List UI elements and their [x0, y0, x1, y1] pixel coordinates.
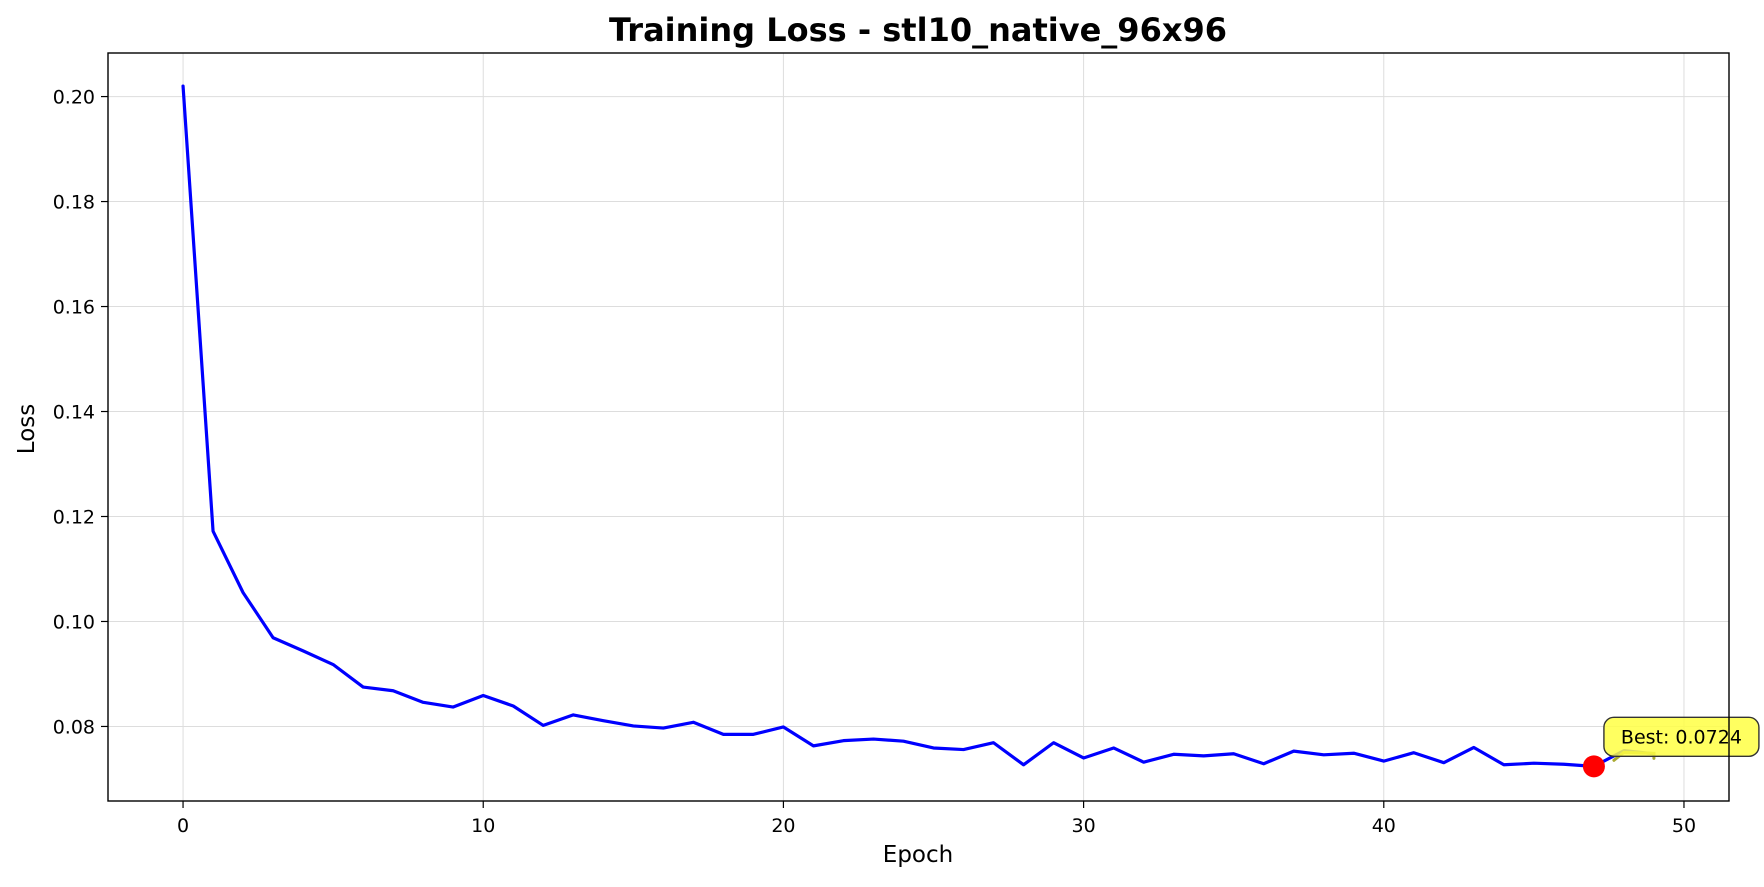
y-axis-label: Loss	[14, 404, 40, 454]
x-axis-label: Epoch	[883, 842, 953, 868]
y-tick-label: 0.10	[53, 611, 95, 633]
y-tick-label: 0.20	[53, 87, 95, 109]
x-tick-label: 50	[1672, 815, 1696, 837]
y-tick-label: 0.14	[53, 402, 95, 424]
x-tick-label: 40	[1372, 815, 1396, 837]
best-point-marker	[1582, 755, 1605, 778]
x-tick-label: 0	[177, 815, 189, 837]
x-tick-label: 30	[1072, 815, 1096, 837]
loss-line	[181, 84, 1656, 768]
x-tick-label: 10	[471, 815, 495, 837]
plot-frame	[107, 52, 1730, 802]
y-tick-label: 0.08	[53, 716, 95, 738]
ticks-layer: 0 10 20 30 40 50 0.08 0.10 0.12 0.14 0.16 0.18 0.20	[53, 87, 1696, 837]
grid-layer	[108, 53, 1729, 801]
annotation-layer: Best: 0.0724	[1582, 716, 1760, 778]
y-tick-label: 0.16	[53, 297, 95, 319]
x-tick-label: 20	[771, 815, 795, 837]
y-tick-label: 0.12	[53, 506, 95, 528]
chart-title: Training Loss - stl10_native_96x96	[609, 11, 1227, 49]
best-annotation-box	[1603, 716, 1760, 758]
y-tick-label: 0.18	[53, 192, 95, 214]
series-layer	[181, 84, 1656, 768]
best-annotation-label: Best: 0.0724	[1621, 726, 1742, 748]
